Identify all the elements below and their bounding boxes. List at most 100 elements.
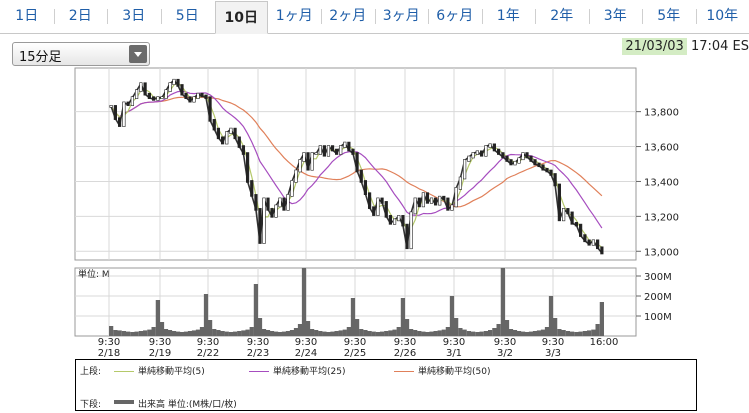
price-tick-label: 13,800 xyxy=(644,108,679,119)
candle xyxy=(359,169,363,183)
volume-bar xyxy=(199,327,205,336)
x-date-label: 3/1 xyxy=(446,348,462,359)
volume-bar xyxy=(143,330,148,336)
tab-10日[interactable]: 10日 xyxy=(215,1,268,34)
candle xyxy=(367,192,372,209)
volume-bar xyxy=(228,332,234,336)
volume-bar xyxy=(241,330,246,336)
tab-5日[interactable]: 5日 xyxy=(175,8,199,24)
candle xyxy=(541,164,545,171)
volume-bar xyxy=(269,331,275,336)
candle xyxy=(533,159,537,166)
x-time-label: 9:30 xyxy=(542,337,564,348)
legend-ma50-swatch xyxy=(394,371,414,372)
candle xyxy=(450,204,454,211)
volume-bar xyxy=(163,329,169,336)
candle xyxy=(596,239,600,250)
x-date-label: 2/22 xyxy=(197,348,219,359)
candle xyxy=(521,152,525,161)
candle xyxy=(372,206,376,216)
volume-bar xyxy=(224,331,229,336)
candle xyxy=(156,96,160,101)
candle xyxy=(322,145,326,157)
tab-1日[interactable]: 1日 xyxy=(15,8,39,24)
volume-bar xyxy=(475,332,480,336)
tab-10年[interactable]: 10年 xyxy=(706,8,739,24)
tab-1ヶ月[interactable]: 1ヶ月 xyxy=(275,8,313,24)
candle xyxy=(384,201,388,218)
volume-bar xyxy=(175,331,181,336)
candle xyxy=(302,152,306,162)
candle xyxy=(467,155,471,162)
candle xyxy=(245,152,250,183)
candle xyxy=(326,145,331,157)
volume-bar xyxy=(261,329,267,336)
candle xyxy=(355,152,359,173)
tab-separator xyxy=(588,9,590,24)
interval-select[interactable]: 15分足 xyxy=(12,42,150,66)
tab-1年[interactable]: 1年 xyxy=(496,8,520,24)
volume-bar xyxy=(375,332,381,336)
tab-2日[interactable]: 2日 xyxy=(68,8,92,24)
candle xyxy=(229,127,233,134)
candle xyxy=(330,145,335,152)
volume-bar xyxy=(404,319,410,336)
volume-bar xyxy=(216,330,221,336)
volume-bar xyxy=(167,330,173,336)
volume-bar xyxy=(207,320,213,336)
volume-bar xyxy=(392,329,397,336)
candle xyxy=(401,215,405,227)
volume-bar xyxy=(232,331,238,336)
tab-separator xyxy=(374,9,376,24)
volume-bar xyxy=(305,321,311,336)
tab-3日[interactable]: 3日 xyxy=(122,8,146,24)
volume-bar xyxy=(237,331,242,336)
tab-3ヶ月[interactable]: 3ヶ月 xyxy=(382,8,420,24)
volume-bar xyxy=(492,328,497,336)
candle xyxy=(388,215,393,225)
candle xyxy=(192,96,196,103)
candle xyxy=(233,127,237,140)
candle xyxy=(587,239,591,246)
candle xyxy=(237,136,241,148)
tab-2ヶ月[interactable]: 2ヶ月 xyxy=(329,8,367,24)
volume-bar xyxy=(138,331,143,336)
volume-bar xyxy=(544,327,550,336)
tab-2年[interactable]: 2年 xyxy=(550,8,574,24)
tab-3年[interactable]: 3年 xyxy=(603,8,627,24)
volume-bar xyxy=(565,331,570,336)
tab-6ヶ月[interactable]: 6ヶ月 xyxy=(436,8,474,24)
volume-bar xyxy=(334,331,339,336)
candle xyxy=(109,105,113,108)
candle xyxy=(196,92,200,99)
candle xyxy=(113,105,117,120)
volume-bar xyxy=(582,331,587,336)
candle xyxy=(570,211,574,225)
candle xyxy=(278,197,282,208)
x-time-label: 9:30 xyxy=(197,337,219,348)
interval-select-value: 15分足 xyxy=(19,50,62,65)
volume-bar xyxy=(504,320,510,336)
volume-bar xyxy=(155,300,160,336)
volume-bar xyxy=(388,330,393,336)
candle xyxy=(184,92,188,99)
candle xyxy=(335,148,339,155)
volume-bar xyxy=(561,330,566,336)
tab-5年[interactable]: 5年 xyxy=(657,8,681,24)
volume-bar xyxy=(384,331,389,336)
volume-bar xyxy=(557,329,562,336)
candle xyxy=(488,143,492,148)
candle xyxy=(343,141,347,148)
x-time-label: 9:30 xyxy=(98,337,120,348)
volume-bar xyxy=(187,331,193,336)
volume-bar xyxy=(297,324,303,336)
volume-bar xyxy=(462,329,467,336)
candle xyxy=(566,208,570,215)
candle xyxy=(262,197,266,244)
volume-tick-label: 100M xyxy=(644,312,672,323)
candle xyxy=(147,92,151,99)
candle xyxy=(143,82,147,96)
volume-bar xyxy=(520,331,526,336)
x-time-label: 9:30 xyxy=(494,337,516,348)
candle xyxy=(376,197,380,216)
